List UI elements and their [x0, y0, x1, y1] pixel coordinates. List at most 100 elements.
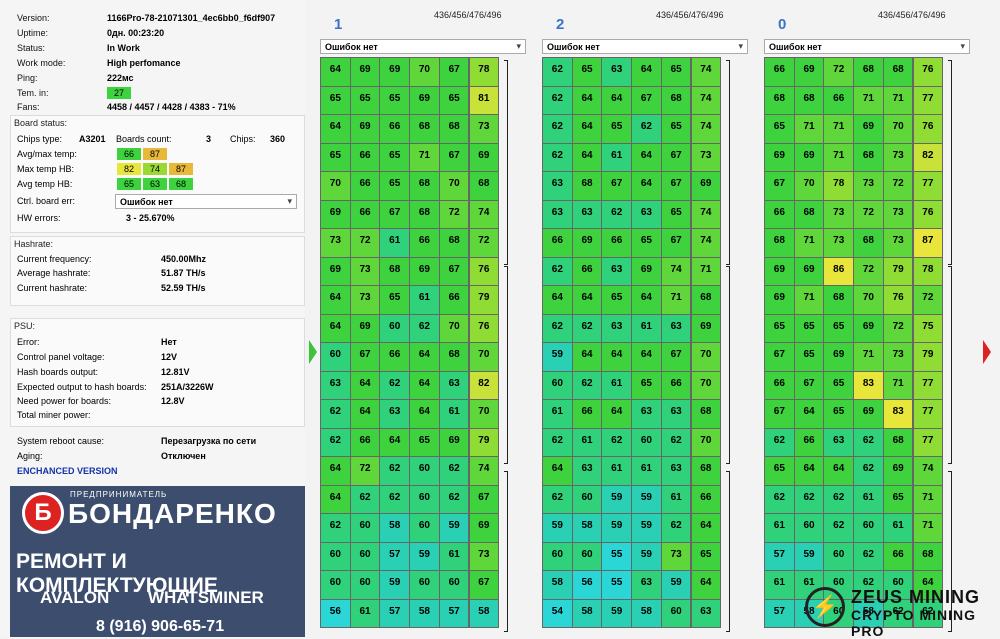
chip-cell[interactable]: 62 — [823, 513, 855, 543]
chip-cell[interactable]: 81 — [468, 85, 500, 115]
chip-cell[interactable]: 58 — [571, 598, 603, 628]
chip-cell[interactable]: 60 — [438, 570, 470, 600]
chip-cell[interactable]: 73 — [349, 256, 381, 286]
chip-cell[interactable]: 73 — [882, 342, 914, 372]
chip-cell[interactable]: 65 — [409, 427, 440, 457]
chip-cell[interactable]: 65 — [349, 85, 381, 115]
chip-cell[interactable]: 72 — [853, 199, 884, 229]
chip-cell[interactable]: 69 — [882, 456, 914, 486]
chip-cell[interactable]: 65 — [379, 142, 411, 172]
chip-cell[interactable]: 65 — [823, 399, 855, 429]
chip-cell[interactable]: 61 — [349, 598, 381, 628]
chip-cell[interactable]: 57 — [379, 541, 411, 571]
chip-cell[interactable]: 68 — [468, 171, 500, 201]
chip-cell[interactable]: 68 — [764, 85, 795, 115]
chip-cell[interactable]: 69 — [631, 256, 662, 286]
chip-cell[interactable]: 68 — [438, 114, 470, 144]
chip-cell[interactable]: 74 — [690, 114, 722, 144]
chip-cell[interactable]: 73 — [468, 541, 500, 571]
chip-cell[interactable]: 62 — [542, 85, 573, 115]
chip-cell[interactable]: 60 — [631, 427, 662, 457]
chip-cell[interactable]: 61 — [438, 541, 470, 571]
chip-cell[interactable]: 71 — [690, 256, 722, 286]
chip-cell[interactable]: 67 — [660, 342, 692, 372]
chip-cell[interactable]: 68 — [853, 228, 884, 258]
chip-cell[interactable]: 63 — [601, 313, 633, 343]
chip-cell[interactable]: 72 — [882, 313, 914, 343]
chip-cell[interactable]: 71 — [823, 142, 855, 172]
chip-cell[interactable]: 62 — [853, 456, 884, 486]
chip-cell[interactable]: 64 — [542, 285, 573, 315]
chip-cell[interactable]: 65 — [764, 313, 795, 343]
chip-cell[interactable]: 64 — [320, 313, 351, 343]
chip-cell[interactable]: 62 — [320, 399, 351, 429]
chip-cell[interactable]: 77 — [912, 85, 944, 115]
chip-cell[interactable]: 65 — [764, 456, 795, 486]
chip-cell[interactable]: 60 — [320, 541, 351, 571]
chip-cell[interactable]: 61 — [601, 142, 633, 172]
chip-cell[interactable]: 65 — [438, 85, 470, 115]
chip-cell[interactable]: 61 — [660, 484, 692, 514]
chip-cell[interactable]: 73 — [882, 199, 914, 229]
chip-cell[interactable]: 69 — [379, 57, 411, 87]
chip-cell[interactable]: 86 — [823, 256, 855, 286]
chip-cell[interactable]: 57 — [438, 598, 470, 628]
chip-cell[interactable]: 82 — [468, 370, 500, 400]
chip-cell[interactable]: 64 — [823, 456, 855, 486]
chip-cell[interactable]: 60 — [320, 570, 351, 600]
chip-cell[interactable]: 71 — [882, 85, 914, 115]
chip-cell[interactable]: 63 — [631, 570, 662, 600]
chip-cell[interactable]: 64 — [690, 513, 722, 543]
chip-cell[interactable]: 69 — [320, 199, 351, 229]
chip-cell[interactable]: 62 — [542, 427, 573, 457]
chip-cell[interactable]: 71 — [409, 142, 440, 172]
chip-cell[interactable]: 64 — [571, 142, 603, 172]
chip-cell[interactable]: 60 — [409, 456, 440, 486]
chip-cell[interactable]: 64 — [409, 370, 440, 400]
chip-cell[interactable]: 63 — [571, 199, 603, 229]
chip-cell[interactable]: 64 — [912, 570, 944, 600]
chip-cell[interactable]: 70 — [409, 57, 440, 87]
chip-cell[interactable]: 61 — [379, 228, 411, 258]
chip-cell[interactable]: 78 — [912, 256, 944, 286]
chip-cell[interactable]: 73 — [690, 142, 722, 172]
chip-cell[interactable]: 59 — [601, 598, 633, 628]
chip-cell[interactable]: 69 — [793, 142, 825, 172]
chip-cell[interactable]: 60 — [379, 313, 411, 343]
chip-cell[interactable]: 68 — [409, 171, 440, 201]
chip-cell[interactable]: 69 — [853, 313, 884, 343]
chip-cell[interactable]: 74 — [690, 57, 722, 87]
chip-cell[interactable]: 62 — [542, 142, 573, 172]
chip-cell[interactable]: 79 — [468, 427, 500, 457]
chip-cell[interactable]: 70 — [882, 114, 914, 144]
chip-cell[interactable]: 69 — [853, 114, 884, 144]
chip-cell[interactable]: 65 — [601, 285, 633, 315]
chip-cell[interactable]: 68 — [660, 85, 692, 115]
chip-cell[interactable]: 73 — [823, 228, 855, 258]
chip-cell[interactable]: 64 — [793, 456, 825, 486]
chip-cell[interactable]: 68 — [690, 399, 722, 429]
chip-cell[interactable]: 65 — [660, 57, 692, 87]
chip-cell[interactable]: 65 — [660, 114, 692, 144]
chip-cell[interactable]: 76 — [468, 313, 500, 343]
chip-cell[interactable]: 62 — [853, 427, 884, 457]
chip-cell[interactable]: 71 — [853, 85, 884, 115]
chip-cell[interactable]: 64 — [601, 85, 633, 115]
chip-cell[interactable]: 78 — [468, 57, 500, 87]
chip-cell[interactable]: 68 — [438, 228, 470, 258]
chip-cell[interactable]: 63 — [660, 313, 692, 343]
chip-cell[interactable]: 58 — [468, 598, 500, 628]
chip-cell[interactable]: 60 — [349, 541, 381, 571]
chip-cell[interactable]: 67 — [631, 85, 662, 115]
chip-cell[interactable]: 62 — [601, 199, 633, 229]
chip-cell[interactable]: 73 — [660, 541, 692, 571]
chip-cell[interactable]: 72 — [912, 285, 944, 315]
chip-cell[interactable]: 60 — [571, 541, 603, 571]
chip-cell[interactable]: 60 — [409, 484, 440, 514]
chip-cell[interactable]: 71 — [853, 342, 884, 372]
chip-cell[interactable]: 62 — [571, 370, 603, 400]
chip-cell[interactable]: 68 — [690, 456, 722, 486]
chip-cell[interactable]: 69 — [468, 513, 500, 543]
chip-cell[interactable]: 74 — [468, 456, 500, 486]
chip-cell[interactable]: 67 — [349, 342, 381, 372]
